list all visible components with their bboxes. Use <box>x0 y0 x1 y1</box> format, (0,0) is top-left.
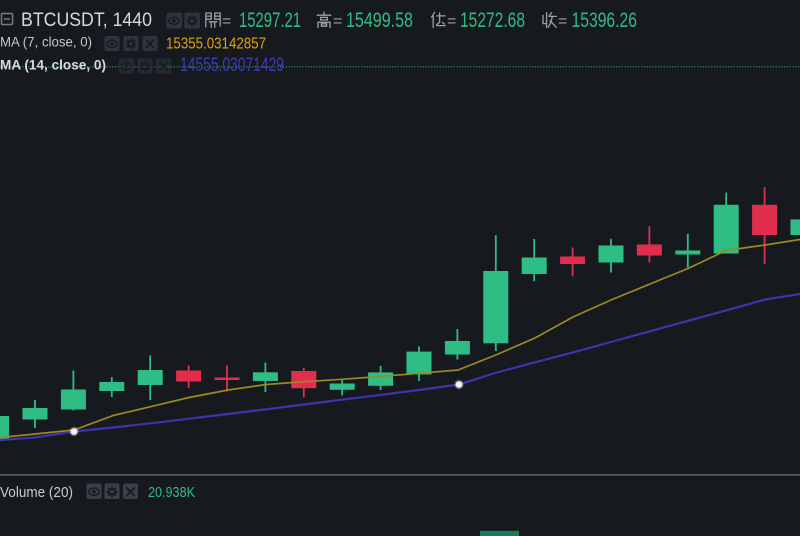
svg-text:=: = <box>558 13 567 30</box>
svg-text:=: = <box>222 13 231 30</box>
svg-text:14555.03071429: 14555.03071429 <box>180 55 284 76</box>
svg-text:=: = <box>333 13 342 30</box>
svg-text:15396.26: 15396.26 <box>572 8 638 32</box>
svg-text:MA (14, close, 0): MA (14, close, 0) <box>0 58 106 73</box>
svg-text:15272.68: 15272.68 <box>460 8 525 32</box>
svg-text:15297.21: 15297.21 <box>239 8 301 32</box>
svg-text:20.938K: 20.938K <box>148 485 195 501</box>
svg-text:Volume (20): Volume (20) <box>0 484 73 501</box>
svg-text:15355.03142857: 15355.03142857 <box>166 36 266 53</box>
svg-text:BTCUSDT, 1440: BTCUSDT, 1440 <box>21 10 152 31</box>
svg-text:15499.58: 15499.58 <box>346 8 413 32</box>
svg-text:=: = <box>447 13 456 30</box>
svg-text:MA (7, close, 0): MA (7, close, 0) <box>0 35 92 50</box>
